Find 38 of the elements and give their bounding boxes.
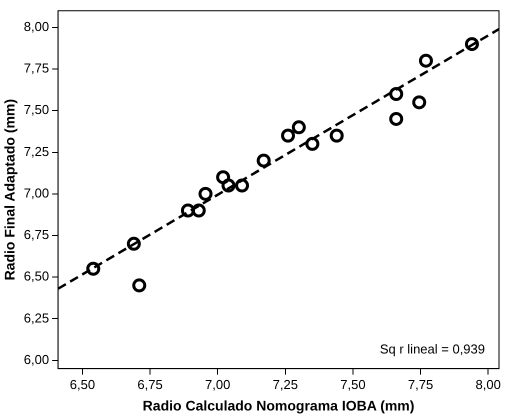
x-tick-label: 7,25 — [272, 376, 298, 392]
y-tick-label: 7,50 — [24, 102, 50, 118]
point — [256, 154, 271, 168]
point — [389, 112, 404, 126]
point — [305, 136, 320, 151]
point — [222, 178, 236, 193]
y-tick-label: 6,50 — [24, 268, 50, 284]
y-tick-label: 8,00 — [24, 19, 50, 34]
y-tick-label: 7,75 — [24, 60, 50, 76]
x-axis-title: Radio Calculado Nomograma IOBA (mm) — [142, 397, 414, 414]
point — [418, 54, 433, 68]
annotation: Sq r lineal = 0,939 — [380, 342, 485, 357]
point — [292, 120, 306, 134]
point — [216, 170, 230, 184]
x-tick-label: 6,75 — [137, 376, 163, 392]
y-tick-label: 6,75 — [24, 227, 50, 242]
point — [389, 87, 404, 102]
point — [86, 262, 100, 276]
x-tick-label: 7,00 — [205, 376, 230, 392]
x-tick-label: 6,50 — [70, 376, 96, 392]
x-tick-label: 7,75 — [408, 376, 434, 392]
point — [412, 95, 426, 110]
point — [192, 204, 206, 218]
point — [180, 204, 195, 218]
point — [330, 128, 344, 143]
y-tick-label: 6,00 — [24, 352, 50, 367]
point — [235, 178, 250, 193]
y-tick-label: 7,25 — [24, 144, 50, 159]
x-tick-label: 7,50 — [340, 376, 366, 392]
point — [281, 128, 296, 143]
point — [132, 278, 146, 292]
y-tick-label: 6,25 — [24, 310, 50, 326]
point — [126, 236, 141, 251]
point — [464, 37, 479, 52]
x-tick-label: 8,00 — [476, 376, 501, 392]
y-tick-label: 7,00 — [24, 185, 50, 200]
point — [198, 186, 213, 201]
y-axis-title: Radio Final Adaptado (mm) — [1, 98, 18, 280]
